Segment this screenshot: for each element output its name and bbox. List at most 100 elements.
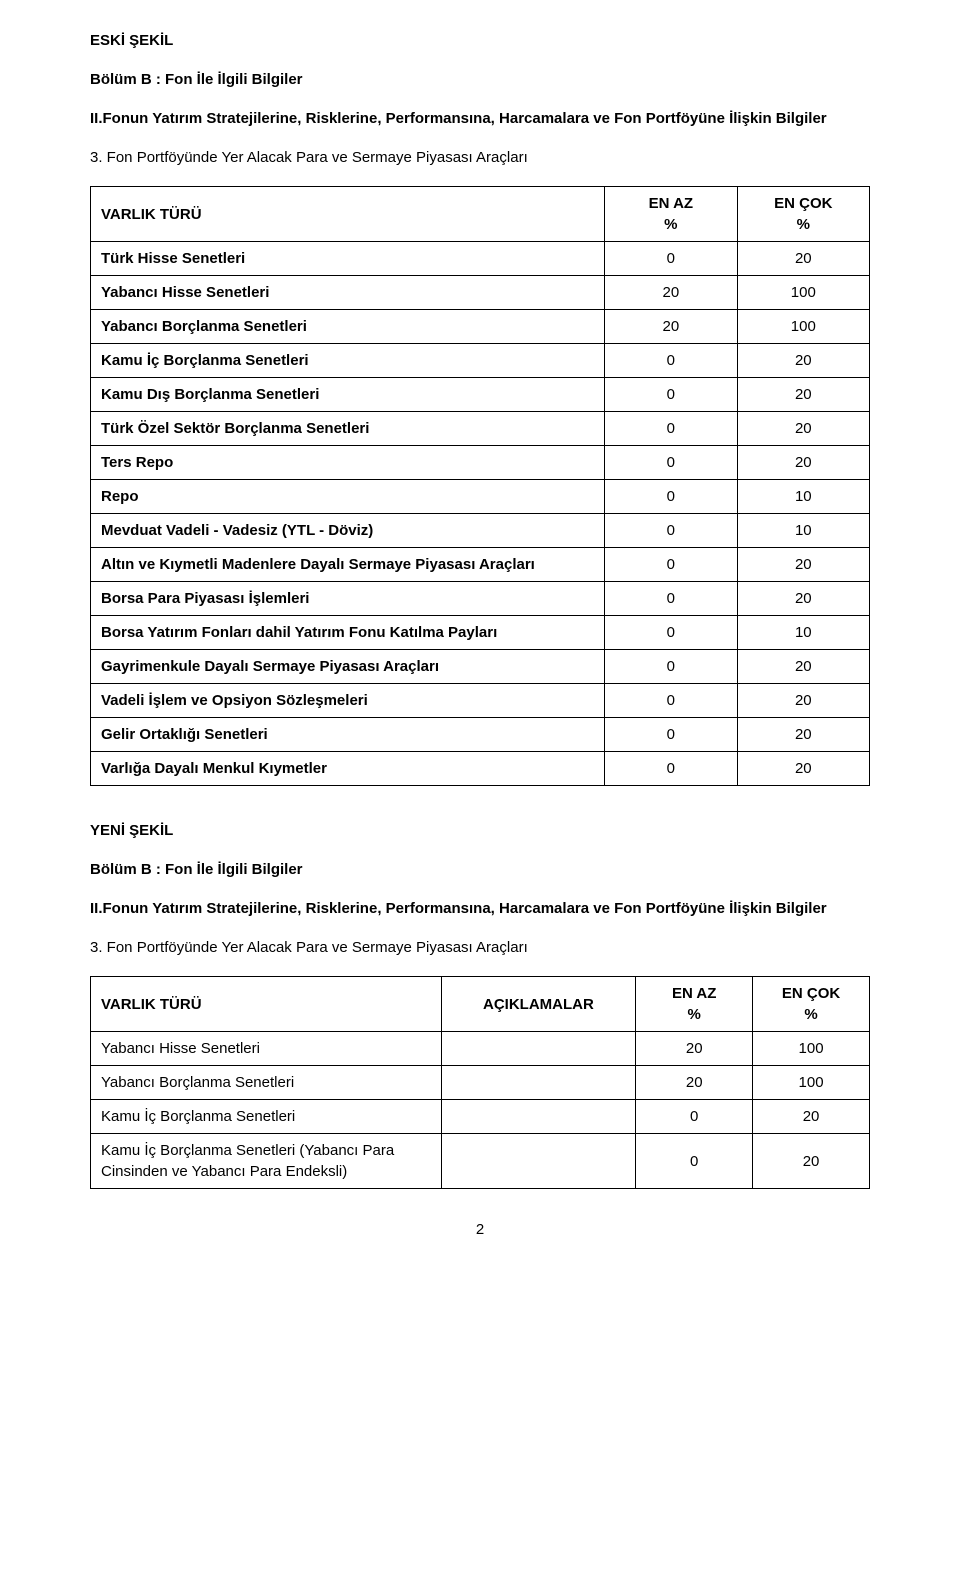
col-header-enaz-line1: EN AZ: [649, 195, 693, 212]
section-ii-text-2: II.Fonun Yatırım Stratejilerine, Riskler…: [90, 898, 870, 919]
asset-max: 100: [753, 1032, 870, 1066]
table-header-row: VARLIK TÜRÜ AÇIKLAMALAR EN AZ % EN ÇOK %: [91, 977, 870, 1032]
col-header-encok-line2: %: [797, 216, 810, 233]
table-row: Gelir Ortaklığı Senetleri020: [91, 718, 870, 752]
asset-label: Gelir Ortaklığı Senetleri: [91, 718, 605, 752]
col-header-encok-2: EN ÇOK %: [753, 977, 870, 1032]
asset-max: 20: [737, 684, 869, 718]
table-row: Kamu İç Borçlanma Senetleri (Yabancı Par…: [91, 1134, 870, 1189]
asset-label: Borsa Yatırım Fonları dahil Yatırım Fonu…: [91, 616, 605, 650]
asset-max: 20: [737, 412, 869, 446]
asset-max: 20: [737, 242, 869, 276]
asset-label: Borsa Para Piyasası İşlemleri: [91, 582, 605, 616]
asset-min: 0: [605, 412, 737, 446]
table-row: Repo010: [91, 480, 870, 514]
asset-max: 10: [737, 514, 869, 548]
asset-max: 20: [737, 378, 869, 412]
asset-min: 0: [605, 446, 737, 480]
section-ii-text-1: II.Fonun Yatırım Stratejilerine, Riskler…: [90, 108, 870, 129]
col-header-aciklamalar: AÇIKLAMALAR: [441, 977, 636, 1032]
col-header-varlik: VARLIK TÜRÜ: [91, 187, 605, 242]
asset-label: Mevduat Vadeli - Vadesiz (YTL - Döviz): [91, 514, 605, 548]
table-row: Mevduat Vadeli - Vadesiz (YTL - Döviz)01…: [91, 514, 870, 548]
asset-min: 0: [605, 616, 737, 650]
table-row: Türk Hisse Senetleri020: [91, 242, 870, 276]
asset-max: 20: [737, 344, 869, 378]
asset-min: 0: [605, 378, 737, 412]
col-header-enaz: EN AZ %: [605, 187, 737, 242]
asset-min: 0: [636, 1134, 753, 1189]
asset-min: 0: [605, 344, 737, 378]
bolum-b-heading-2: Bölüm B : Fon İle İlgili Bilgiler: [90, 859, 870, 880]
asset-label: Repo: [91, 480, 605, 514]
asset-max: 10: [737, 616, 869, 650]
asset-min: 20: [636, 1032, 753, 1066]
asset-max: 100: [737, 310, 869, 344]
asset-max: 20: [737, 582, 869, 616]
col-header-encok2-line1: EN ÇOK: [782, 985, 840, 1002]
col-header-enaz2-line1: EN AZ: [672, 985, 716, 1002]
table-row: Borsa Yatırım Fonları dahil Yatırım Fonu…: [91, 616, 870, 650]
asset-max: 100: [753, 1066, 870, 1100]
table-row: Borsa Para Piyasası İşlemleri020: [91, 582, 870, 616]
asset-min: 0: [605, 480, 737, 514]
asset-label: Yabancı Hisse Senetleri: [91, 1032, 442, 1066]
eski-sekil-heading: ESKİ ŞEKİL: [90, 30, 870, 51]
asset-label: Kamu İç Borçlanma Senetleri (Yabancı Par…: [91, 1134, 442, 1189]
table-row: Yabancı Hisse Senetleri 20100: [91, 1032, 870, 1066]
asset-max: 20: [737, 446, 869, 480]
asset-desc: [441, 1100, 636, 1134]
table-row: Kamu Dış Borçlanma Senetleri020: [91, 378, 870, 412]
asset-min: 0: [605, 242, 737, 276]
asset-min: 20: [636, 1066, 753, 1100]
asset-min: 0: [605, 514, 737, 548]
asset-min: 0: [605, 684, 737, 718]
table-row: Kamu İç Borçlanma Senetleri 020: [91, 1100, 870, 1134]
asset-min: 0: [605, 752, 737, 786]
col-header-enaz-line2: %: [664, 216, 677, 233]
section-3-text-2: 3. Fon Portföyünde Yer Alacak Para ve Se…: [90, 937, 870, 958]
asset-label: Kamu Dış Borçlanma Senetleri: [91, 378, 605, 412]
asset-max: 20: [737, 548, 869, 582]
asset-desc: [441, 1032, 636, 1066]
table-row: Türk Özel Sektör Borçlanma Senetleri020: [91, 412, 870, 446]
asset-max: 20: [737, 718, 869, 752]
table-row: Ters Repo020: [91, 446, 870, 480]
asset-min: 0: [605, 650, 737, 684]
asset-table-1: VARLIK TÜRÜ EN AZ % EN ÇOK % Türk Hisse …: [90, 186, 870, 786]
table-row: Gayrimenkule Dayalı Sermaye Piyasası Ara…: [91, 650, 870, 684]
asset-label: Yabancı Borçlanma Senetleri: [91, 310, 605, 344]
asset-label: Gayrimenkule Dayalı Sermaye Piyasası Ara…: [91, 650, 605, 684]
asset-desc: [441, 1066, 636, 1100]
col-header-encok2-line2: %: [804, 1006, 817, 1023]
asset-label: Türk Hisse Senetleri: [91, 242, 605, 276]
table-row: Yabancı Borçlanma Senetleri20100: [91, 310, 870, 344]
col-header-encok: EN ÇOK %: [737, 187, 869, 242]
asset-max: 20: [737, 650, 869, 684]
asset-max: 20: [753, 1100, 870, 1134]
table-row: Varlığa Dayalı Menkul Kıymetler020: [91, 752, 870, 786]
asset-min: 0: [605, 548, 737, 582]
asset-label: Yabancı Hisse Senetleri: [91, 276, 605, 310]
table-row: Kamu İç Borçlanma Senetleri020: [91, 344, 870, 378]
asset-label: Kamu İç Borçlanma Senetleri: [91, 344, 605, 378]
asset-label: Vadeli İşlem ve Opsiyon Sözleşmeleri: [91, 684, 605, 718]
asset-label: Ters Repo: [91, 446, 605, 480]
table-row: Vadeli İşlem ve Opsiyon Sözleşmeleri020: [91, 684, 870, 718]
asset-min: 0: [605, 718, 737, 752]
asset-min: 20: [605, 310, 737, 344]
asset-max: 20: [753, 1134, 870, 1189]
asset-label: Türk Özel Sektör Borçlanma Senetleri: [91, 412, 605, 446]
col-header-varlik-2: VARLIK TÜRÜ: [91, 977, 442, 1032]
asset-label: Varlığa Dayalı Menkul Kıymetler: [91, 752, 605, 786]
col-header-encok-line1: EN ÇOK: [774, 195, 832, 212]
asset-desc: [441, 1134, 636, 1189]
col-header-enaz2-line2: %: [688, 1006, 701, 1023]
col-header-enaz-2: EN AZ %: [636, 977, 753, 1032]
asset-min: 0: [605, 582, 737, 616]
asset-label: Yabancı Borçlanma Senetleri: [91, 1066, 442, 1100]
table-row: Yabancı Borçlanma Senetleri 20100: [91, 1066, 870, 1100]
asset-min: 0: [636, 1100, 753, 1134]
asset-label: Kamu İç Borçlanma Senetleri: [91, 1100, 442, 1134]
table-header-row: VARLIK TÜRÜ EN AZ % EN ÇOK %: [91, 187, 870, 242]
